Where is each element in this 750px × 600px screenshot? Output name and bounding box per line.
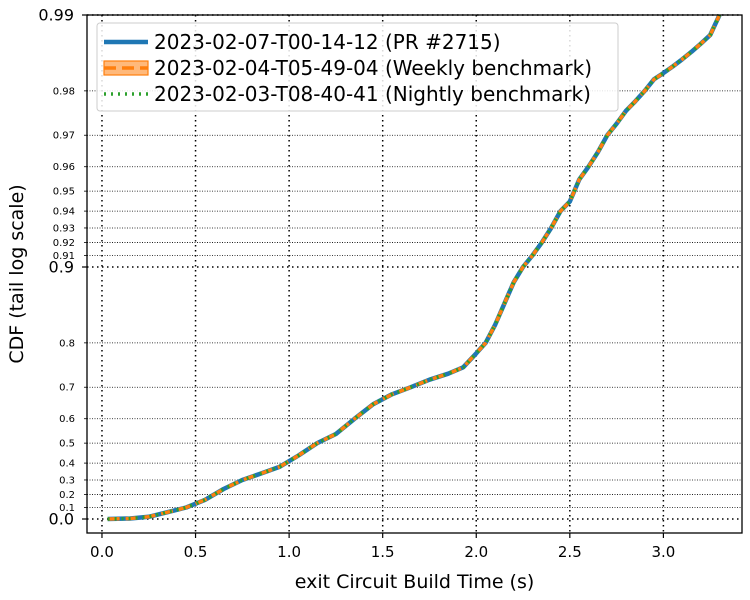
y-minor-tick-label: 0.97 xyxy=(53,131,75,142)
y-minor-tick-label: 0.8 xyxy=(59,338,75,349)
y-minor-tick-label: 0.7 xyxy=(59,383,75,394)
x-tick-label: 2.0 xyxy=(464,543,488,561)
y-major-tick-label: 0.9 xyxy=(49,258,74,277)
y-minor-tick-label: 0.91 xyxy=(53,251,75,262)
legend-label-2: 2023-02-04-T05-49-04 (Weekly benchmark) xyxy=(154,56,592,80)
legend: 2023-02-07-T00-14-12 (PR #2715)2023-02-0… xyxy=(96,22,619,112)
y-minor-tick-label: 0.5 xyxy=(59,439,75,450)
y-minor-tick-label: 0.94 xyxy=(53,207,75,218)
y-minor-tick-label: 0.92 xyxy=(53,238,75,249)
y-minor-tick-label: 0.93 xyxy=(53,223,75,234)
y-minor-tick-label: 0.98 xyxy=(53,86,75,97)
x-tick-label: 0.0 xyxy=(90,543,114,561)
series-layer xyxy=(107,14,722,522)
y-minor-tick-label: 0.6 xyxy=(59,414,75,425)
y-minor-tick-label: 0.95 xyxy=(53,187,75,198)
plot-frame xyxy=(86,14,743,534)
legend-label-3: 2023-02-03-T08-40-41 (Nightly benchmark) xyxy=(154,82,591,106)
y-minor-tick-label: 0.4 xyxy=(59,459,75,470)
y-major-tick-label: 0.99 xyxy=(38,6,74,25)
x-tick-label: 2.5 xyxy=(558,543,582,561)
x-tick-label: 3.0 xyxy=(651,543,675,561)
tick-layer: 0.0 0.5 1.0 1.5 2.0 2.5 3.0 0.1 0.2 0.3 0.4 0.5 0.6 0… xyxy=(38,6,675,562)
x-tick-label: 0.5 xyxy=(184,543,208,561)
y-minor-tick-label: 0.96 xyxy=(53,162,75,173)
y-axis-title: CDF (tail log scale) xyxy=(6,184,28,363)
y-minor-tick-label: 0.3 xyxy=(59,475,75,486)
x-tick-label: 1.5 xyxy=(371,543,395,561)
y-minor-tick-label: 0.1 xyxy=(59,503,75,514)
legend-box xyxy=(96,22,619,112)
y-major-tick-label: 0.0 xyxy=(49,510,74,529)
y-minor-tick-label: 0.2 xyxy=(59,490,75,501)
x-axis-title: exit Circuit Build Time (s) xyxy=(295,571,535,593)
series-line-3 xyxy=(107,14,722,521)
legend-label-1: 2023-02-07-T00-14-12 (PR #2715) xyxy=(154,30,501,54)
x-tick-label: 1.0 xyxy=(277,543,301,561)
